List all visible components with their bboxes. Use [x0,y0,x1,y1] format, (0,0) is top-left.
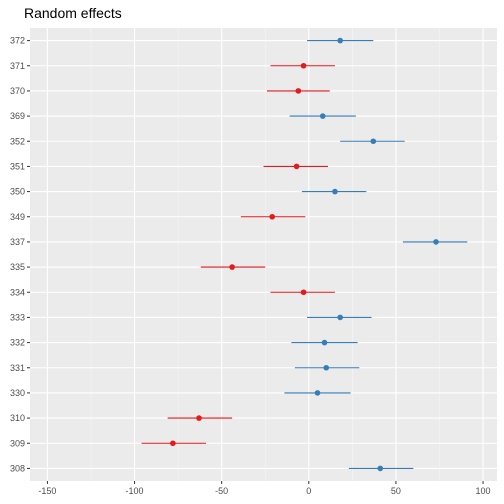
point-estimate-331 [323,364,330,371]
y-tick-label: 335 [10,262,25,272]
point-estimate-309 [170,440,176,447]
y-tick-label: 309 [10,438,25,448]
point-estimate-372 [337,37,343,44]
y-tick-label: 372 [10,36,25,46]
point-estimate-351 [293,163,300,170]
y-tick-label: 369 [10,111,25,121]
y-tick-label: 349 [10,212,25,222]
y-tick-label: 332 [10,338,25,348]
x-tick-label: 0 [306,486,311,496]
y-tick-label: 337 [10,237,25,247]
point-estimate-349 [269,213,276,220]
x-axis: -150 -100 -50 0 50 100 [38,481,491,496]
y-tick-label: 310 [10,413,25,423]
y-tick-label: 371 [10,61,25,71]
x-tick-label: -50 [215,486,228,496]
y-tick-label: 333 [10,312,25,322]
point-estimate-332 [321,339,328,346]
y-tick-label: 331 [10,363,25,373]
point-estimate-333 [337,314,343,321]
point-estimate-335 [229,264,235,270]
point-estimate-334 [300,289,307,296]
major-gridlines [30,28,497,481]
y-tick-label: 308 [10,463,25,473]
y-tick-label: 350 [10,187,25,197]
plot-panel [30,28,497,481]
y-tick-label: 370 [10,86,25,96]
point-estimate-310 [196,415,202,421]
x-tick-label: 50 [391,486,401,496]
y-tick-label: 334 [10,287,25,297]
minor-gridlines [90,28,440,481]
x-tick-label: -100 [126,486,144,496]
point-estimate-369 [319,113,326,119]
point-estimate-371 [300,62,307,69]
x-tick-label: -150 [38,486,56,496]
point-estimate-308 [377,465,384,472]
chart-title: Random effects [24,5,122,21]
point-estimate-370 [295,88,302,94]
point-estimate-337 [433,239,439,245]
point-estimate-352 [370,138,377,145]
y-tick-label: 330 [10,388,25,398]
point-estimate-350 [332,188,338,195]
y-tick-label: 351 [10,161,25,171]
x-tick-label: 100 [476,486,491,496]
y-tick-label: 352 [10,136,25,146]
effect-marks [141,37,468,472]
point-estimate-330 [314,390,321,396]
y-axis: 372 371 370 369 352 351 350 349 337 335 334 333 332 3… [10,36,30,473]
